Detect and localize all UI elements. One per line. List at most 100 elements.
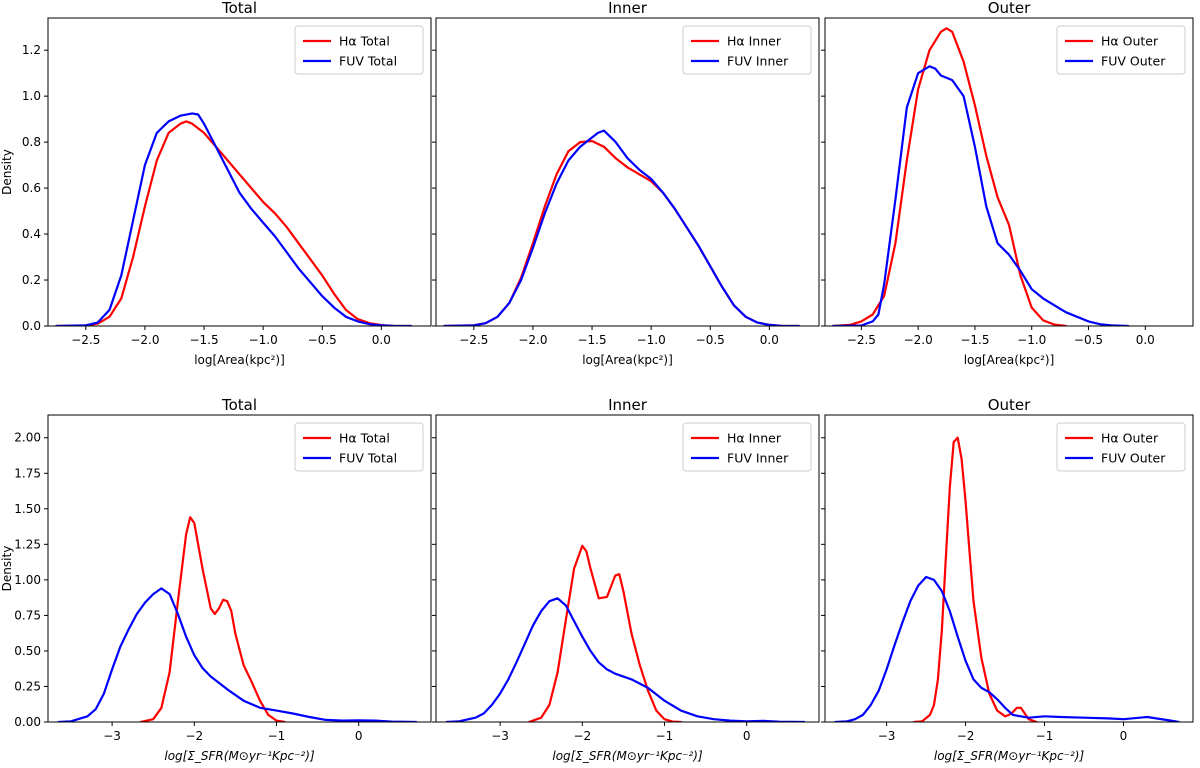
- series-line-fuv: [55, 112, 412, 326]
- y-tick-label: 1.25: [14, 537, 41, 551]
- x-tick-label: 0: [355, 729, 363, 743]
- axes-frame: [824, 414, 1194, 723]
- legend-label: FUV Outer: [1101, 451, 1166, 466]
- x-tick-label: −1.5: [960, 333, 989, 347]
- legend-label: FUV Total: [339, 54, 397, 69]
- legend-label: Hα Outer: [1101, 34, 1159, 49]
- y-tick-label: 0.50: [14, 644, 41, 658]
- series-line-halpha: [527, 544, 683, 722]
- x-tick-label: −0.5: [1074, 333, 1103, 347]
- x-tick-label: −2.5: [847, 333, 876, 347]
- axes-frame: [435, 17, 820, 327]
- legend: Hα Outer FUV Outer: [1056, 25, 1186, 75]
- legend: Hα Outer FUV Outer: [1056, 422, 1186, 472]
- y-axis-label: Density: [0, 149, 14, 195]
- series-line-fuv: [57, 587, 418, 722]
- x-tick-label: −3: [103, 729, 121, 743]
- series-line-fuv: [834, 575, 1180, 722]
- y-tick-label: 0.6: [22, 181, 41, 195]
- x-tick-label: −1: [1036, 729, 1054, 743]
- panel-title: Total: [221, 0, 257, 17]
- x-tick-label: −2.5: [459, 333, 488, 347]
- axes-frame: [824, 17, 1194, 327]
- axes-frame: [47, 17, 432, 327]
- y-tick-label: 1.0: [22, 89, 41, 103]
- x-tick-label: 0.0: [760, 333, 779, 347]
- series-line-fuv: [445, 597, 806, 722]
- x-tick-label: −1.5: [189, 333, 218, 347]
- y-tick-label: 0.4: [22, 227, 41, 241]
- legend: Hα Total FUV Total: [294, 25, 424, 75]
- legend-label: FUV Total: [339, 451, 397, 466]
- axes-frame: [435, 414, 820, 723]
- x-tick-label: −3: [878, 729, 896, 743]
- x-axis-label: log[Σ_SFR(M⊙yr⁻¹Kpc⁻²)]: [164, 749, 315, 763]
- y-tick-label: 0.2: [22, 273, 41, 287]
- x-tick-label: −2: [185, 729, 203, 743]
- series-line-fuv: [443, 129, 801, 326]
- x-axis-label: log[Σ_SFR(M⊙yr⁻¹Kpc⁻²)]: [934, 749, 1085, 763]
- x-tick-label: −2.0: [518, 333, 547, 347]
- x-tick-label: −0.5: [696, 333, 725, 347]
- panel-area-inner: Inner −2.5 −2.0 −1.5 −1.0 −0.5 0.0 log[Area(kpc…: [432, 0, 820, 367]
- legend-label: Hα Total: [339, 34, 390, 49]
- y-tick-label: 0.25: [14, 679, 41, 693]
- y-tick-label: 0.00: [14, 715, 41, 729]
- legend-label: FUV Inner: [727, 54, 789, 69]
- x-tick-label: −0.5: [308, 333, 337, 347]
- x-axis-label: log[Area(kpc²)]: [582, 353, 673, 367]
- x-axis-label: log[Area(kpc²)]: [194, 353, 285, 367]
- panel-title: Outer: [988, 396, 1031, 414]
- series-line-halpha: [139, 516, 286, 722]
- x-axis-label: log[Area(kpc²)]: [964, 353, 1055, 367]
- legend: Hα Inner FUV Inner: [682, 422, 812, 472]
- panel-area-outer: Outer −2.5 −2.0 −1.5 −1.0 −0.5 0.0 log[Area(kpc…: [821, 0, 1194, 367]
- axes-frame: [47, 414, 432, 723]
- x-tick-label: 0.0: [372, 333, 391, 347]
- y-tick-label: 1.75: [14, 466, 41, 480]
- x-tick-label: −1.0: [249, 333, 278, 347]
- x-tick-label: −1.0: [1017, 333, 1046, 347]
- series-line-fuv: [831, 65, 1130, 326]
- panel-title: Inner: [608, 396, 648, 414]
- panel-title: Total: [221, 396, 257, 414]
- x-tick-label: −2.0: [130, 333, 159, 347]
- x-tick-label: 0: [1120, 729, 1128, 743]
- y-tick-label: 0.0: [22, 319, 41, 333]
- series-line-halpha: [55, 120, 412, 326]
- x-tick-label: −3: [491, 729, 509, 743]
- y-tick-label: 1.00: [14, 573, 41, 587]
- legend: Hα Total FUV Total: [294, 422, 424, 472]
- legend: Hα Inner FUV Inner: [682, 25, 812, 75]
- x-tick-label: −2: [573, 729, 591, 743]
- panel-sfr-outer: Outer −3 −2 −1 0 log[Σ_SFR(M⊙yr⁻¹Kpc⁻²)] Hα Ou…: [821, 396, 1194, 763]
- y-tick-label: 2.00: [14, 431, 41, 445]
- panel-sfr-inner: Inner −3 −2 −1 0 log[Σ_SFR(M⊙yr⁻¹Kpc⁻²)] Hα In…: [432, 396, 820, 763]
- legend-label: Hα Inner: [727, 34, 782, 49]
- y-tick-label: 0.8: [22, 135, 41, 149]
- series-line-halpha: [831, 27, 1067, 326]
- x-tick-label: −2.5: [71, 333, 100, 347]
- legend-label: Hα Total: [339, 431, 390, 446]
- x-tick-label: −1.0: [637, 333, 666, 347]
- x-axis-label: log[Σ_SFR(M⊙yr⁻¹Kpc⁻²)]: [552, 749, 703, 763]
- x-tick-label: −2.0: [904, 333, 933, 347]
- y-axis-label: Density: [0, 546, 14, 592]
- y-tick-label: 1.2: [22, 43, 41, 57]
- panel-title: Outer: [988, 0, 1031, 17]
- x-tick-label: −1.5: [577, 333, 606, 347]
- x-tick-label: −1: [656, 729, 674, 743]
- y-tick-label: 0.75: [14, 608, 41, 622]
- panel-area-total: Total −2.5 −2.0 −1.5 −1.0 −0.5 0.0 0.0 0.2 0.4 0.6…: [0, 0, 432, 367]
- x-tick-label: 0: [743, 729, 751, 743]
- y-tick-label: 1.50: [14, 502, 41, 516]
- x-tick-label: 0.0: [1136, 333, 1155, 347]
- series-line-halpha: [443, 139, 801, 326]
- legend-label: Hα Outer: [1101, 431, 1159, 446]
- panel-sfr-total: Total −3 −2 −1 0 0.00 0.25 0.50 0.75 1.00 1.25 1.50…: [0, 396, 432, 763]
- series-line-halpha: [913, 436, 1038, 722]
- x-tick-label: −2: [957, 729, 975, 743]
- x-tick-label: −1: [268, 729, 286, 743]
- legend-label: FUV Inner: [727, 451, 789, 466]
